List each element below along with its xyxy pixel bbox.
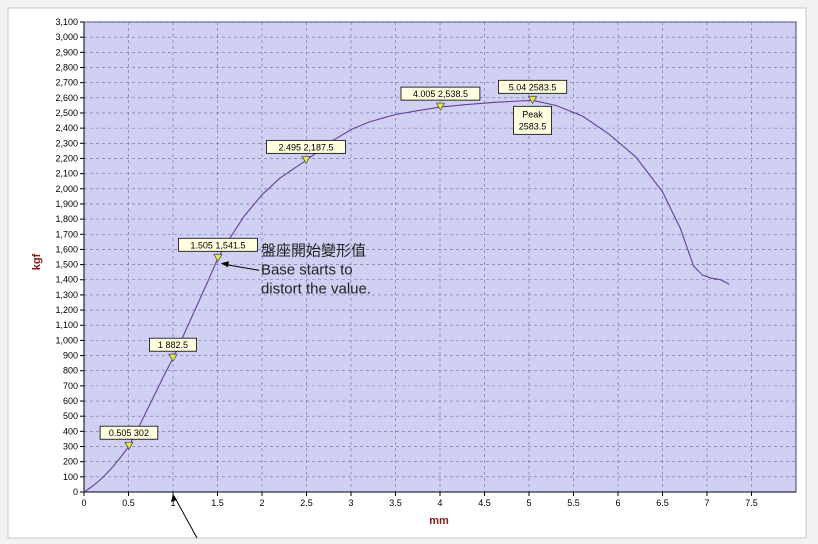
y-tick-label: 0 <box>73 487 78 497</box>
peak-label-box <box>513 105 552 135</box>
axis-pointer-head <box>171 494 177 502</box>
point-label: 0.505 302 <box>109 428 149 438</box>
x-axis-title: mm <box>429 515 449 527</box>
y-tick-label: 2,400 <box>55 123 78 133</box>
point-label: 5.04 2583.5 <box>509 82 557 92</box>
x-tick-label: 0.5 <box>122 498 135 508</box>
y-tick-label: 200 <box>63 457 78 467</box>
point-label: 1.505 1,541.5 <box>190 240 245 250</box>
x-tick-label: 6.5 <box>656 498 669 508</box>
x-tick-label: 4.5 <box>478 498 491 508</box>
y-tick-label: 300 <box>63 442 78 452</box>
y-tick-label: 100 <box>63 472 78 482</box>
y-tick-label: 2,200 <box>55 153 78 163</box>
y-tick-label: 900 <box>63 351 78 361</box>
y-tick-label: 2,800 <box>55 62 78 72</box>
y-tick-label: 1,800 <box>55 214 78 224</box>
data-marker <box>124 441 134 451</box>
data-marker <box>213 253 223 263</box>
peak-label-value: 2583.5 <box>519 121 547 131</box>
annotation-arrow-line <box>223 263 260 271</box>
point-label: 1 882.5 <box>158 340 188 350</box>
point-label-box <box>99 425 159 440</box>
y-tick-label: 2,500 <box>55 108 78 118</box>
x-tick-label: 1 <box>170 498 175 508</box>
x-tick-label: 1.5 <box>211 498 224 508</box>
y-tick-label: 500 <box>63 411 78 421</box>
x-tick-label: 7.5 <box>745 498 758 508</box>
x-tick-label: 5.5 <box>567 498 580 508</box>
y-tick-label: 2,600 <box>55 93 78 103</box>
data-marker <box>301 155 311 165</box>
y-tick-label: 2,100 <box>55 169 78 179</box>
y-tick-label: 3,000 <box>55 32 78 42</box>
y-tick-label: 800 <box>63 366 78 376</box>
x-tick-label: 6 <box>615 498 620 508</box>
data-marker <box>168 353 178 363</box>
annotation-arrow-head <box>220 261 229 268</box>
y-tick-label: 400 <box>63 426 78 436</box>
annotation-line-1: 盤座開始變形值 <box>261 242 366 259</box>
y-tick-label: 1,700 <box>55 229 78 239</box>
x-tick-label: 0 <box>81 498 86 508</box>
y-tick-label: 600 <box>63 396 78 406</box>
y-tick-label: 1,300 <box>55 290 78 300</box>
x-tick-label: 2.5 <box>300 498 313 508</box>
x-tick-label: 4 <box>437 498 442 508</box>
x-tick-label: 2 <box>259 498 264 508</box>
axis-pointer-line <box>173 495 198 539</box>
point-label-box <box>266 139 346 154</box>
y-tick-label: 1,000 <box>55 335 78 345</box>
y-axis-title: kgf <box>31 253 43 270</box>
y-tick-label: 2,300 <box>55 138 78 148</box>
y-tick-label: 2,000 <box>55 184 78 194</box>
y-tick-label: 1,200 <box>55 305 78 315</box>
point-label-box <box>400 86 481 101</box>
y-tick-label: 1,100 <box>55 320 78 330</box>
y-tick-label: 1,400 <box>55 275 78 285</box>
annotation-line-2: Base starts to <box>261 261 353 278</box>
annotation-line-3: distort the value. <box>261 280 371 297</box>
y-tick-label: 2,900 <box>55 47 78 57</box>
x-tick-label: 3.5 <box>389 498 402 508</box>
x-tick-label: 3 <box>348 498 353 508</box>
y-tick-label: 1,900 <box>55 199 78 209</box>
point-label-box <box>498 79 568 94</box>
y-tick-label: 700 <box>63 381 78 391</box>
x-tick-label: 7 <box>704 498 709 508</box>
data-marker <box>527 95 538 105</box>
x-tick-label: 5 <box>526 498 531 508</box>
point-label-box <box>149 337 197 352</box>
y-tick-label: 2,700 <box>55 78 78 88</box>
y-tick-label: 3,100 <box>55 17 78 27</box>
y-tick-label: 1,500 <box>55 260 78 270</box>
point-label-box <box>178 237 258 252</box>
y-tick-label: 1,600 <box>55 244 78 254</box>
data-marker <box>435 102 446 111</box>
point-label: 4.005 2,538.5 <box>413 89 468 99</box>
peak-label-title: Peak <box>522 109 543 119</box>
point-label: 2.495 2,187.5 <box>279 142 334 152</box>
